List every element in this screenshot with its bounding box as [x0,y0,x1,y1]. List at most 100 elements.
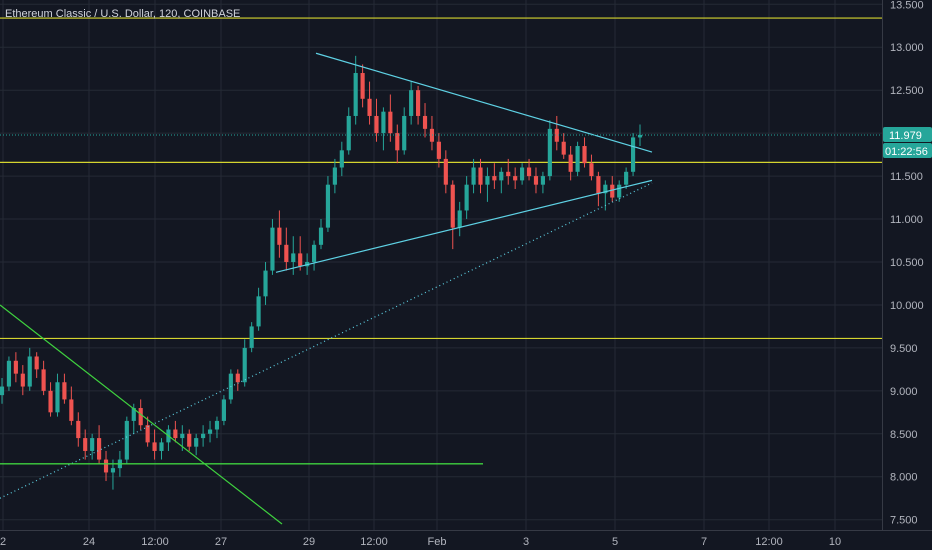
candle-body [443,158,448,185]
x-tick-label: 3 [523,536,529,548]
candle-body [520,167,525,181]
dotted-trendline [0,182,653,499]
candle-body [471,167,476,185]
candle-body [34,356,39,370]
candle-body [83,438,88,451]
candle-body [55,382,60,413]
candle-body [346,115,351,151]
trendline [0,304,283,525]
candle-body [207,429,213,434]
candle-body [138,408,143,426]
candle-body [332,167,337,185]
time-axis[interactable]: 2 24 12:00 27 29 12:00 Feb 3 5 7 12:00 10 [0,536,841,548]
trendline [315,52,653,153]
x-tick-label: 24 [83,536,95,548]
candle-body [76,420,81,439]
candle-body [637,134,643,138]
candle-body [235,373,240,383]
candle-body [367,98,372,116]
candle-body [492,176,497,181]
x-tick-label: 12:00 [360,536,388,548]
candle-body [513,176,518,181]
candle-body [103,459,109,473]
x-tick-label: 27 [215,536,227,548]
candle-body [624,171,629,185]
candle-body [388,111,393,134]
y-tick-label: 13.500 [890,0,924,11]
candle-body [617,184,622,198]
trendlines [0,52,653,525]
y-tick-label: 7.500 [890,515,918,527]
x-tick-label: 7 [701,536,707,548]
candle-body [339,150,344,168]
candle-body [284,244,289,262]
candle-body [478,167,483,185]
candle-body [187,433,192,447]
candle-body [180,433,185,439]
y-tick-label: 11.500 [890,171,923,183]
candle-body [90,438,95,451]
candle-body [596,176,601,194]
trendline [275,179,653,273]
y-tick-label: 9.500 [890,343,918,355]
candle-body [152,442,157,451]
candle-body [485,176,490,185]
candle-body [124,420,129,460]
candle-body [13,360,18,374]
candle-body [27,356,32,387]
candle-body [242,347,247,383]
countdown-badge: 01:22:56 [883,142,932,158]
candle-body [256,296,261,327]
candle-body [353,73,358,116]
candle-body [41,369,46,391]
candle-body [62,382,67,400]
y-tick-label: 12.500 [890,85,924,97]
y-tick-label: 13.000 [890,42,924,54]
last-price-label: 11.979 [889,130,922,142]
candle-body [360,73,365,99]
candle-body [422,115,428,129]
candle-body [630,137,636,172]
candle-body [610,184,615,198]
candle-body [69,399,74,421]
candle-body [464,184,469,211]
candle-body [159,442,164,451]
candle-body [533,176,539,185]
candle-body [0,386,5,396]
candle-body [575,146,580,172]
y-tick-label: 8.000 [890,472,918,484]
candle-body [291,253,296,262]
candle-body [263,270,268,297]
candle-body [374,115,379,134]
price-axis[interactable]: 7.500 8.000 8.500 9.000 9.500 10.000 10.500 11.… [890,0,924,527]
y-tick-label: 8.500 [890,429,918,441]
x-tick-label: 29 [303,536,315,548]
candle-body [6,360,12,387]
candle-body [277,227,282,245]
candle-body [436,141,441,159]
candle-body [311,244,317,262]
chart-grid [0,0,882,530]
candle-body [506,171,511,177]
candle-body [318,227,324,245]
y-tick-label: 10.500 [890,257,924,269]
candle-body [429,128,435,142]
candle-body [409,90,414,116]
candle-body [589,163,594,177]
candle-body [249,326,254,348]
candle-body [499,171,504,181]
candle-body [20,373,25,387]
candle-body [173,429,178,439]
candle-body [97,438,102,460]
candle-body [568,154,573,172]
candle-body [381,111,386,134]
x-tick-label: Feb [428,536,447,548]
candle-body [194,438,199,447]
candle-body [131,408,136,421]
candle-body [298,253,303,267]
candle-body [416,90,421,116]
candle-body [457,210,462,228]
chart-title: Ethereum Classic / U.S. Dollar, 120, COI… [5,8,240,20]
countdown-label: 01:22:56 [885,146,928,158]
